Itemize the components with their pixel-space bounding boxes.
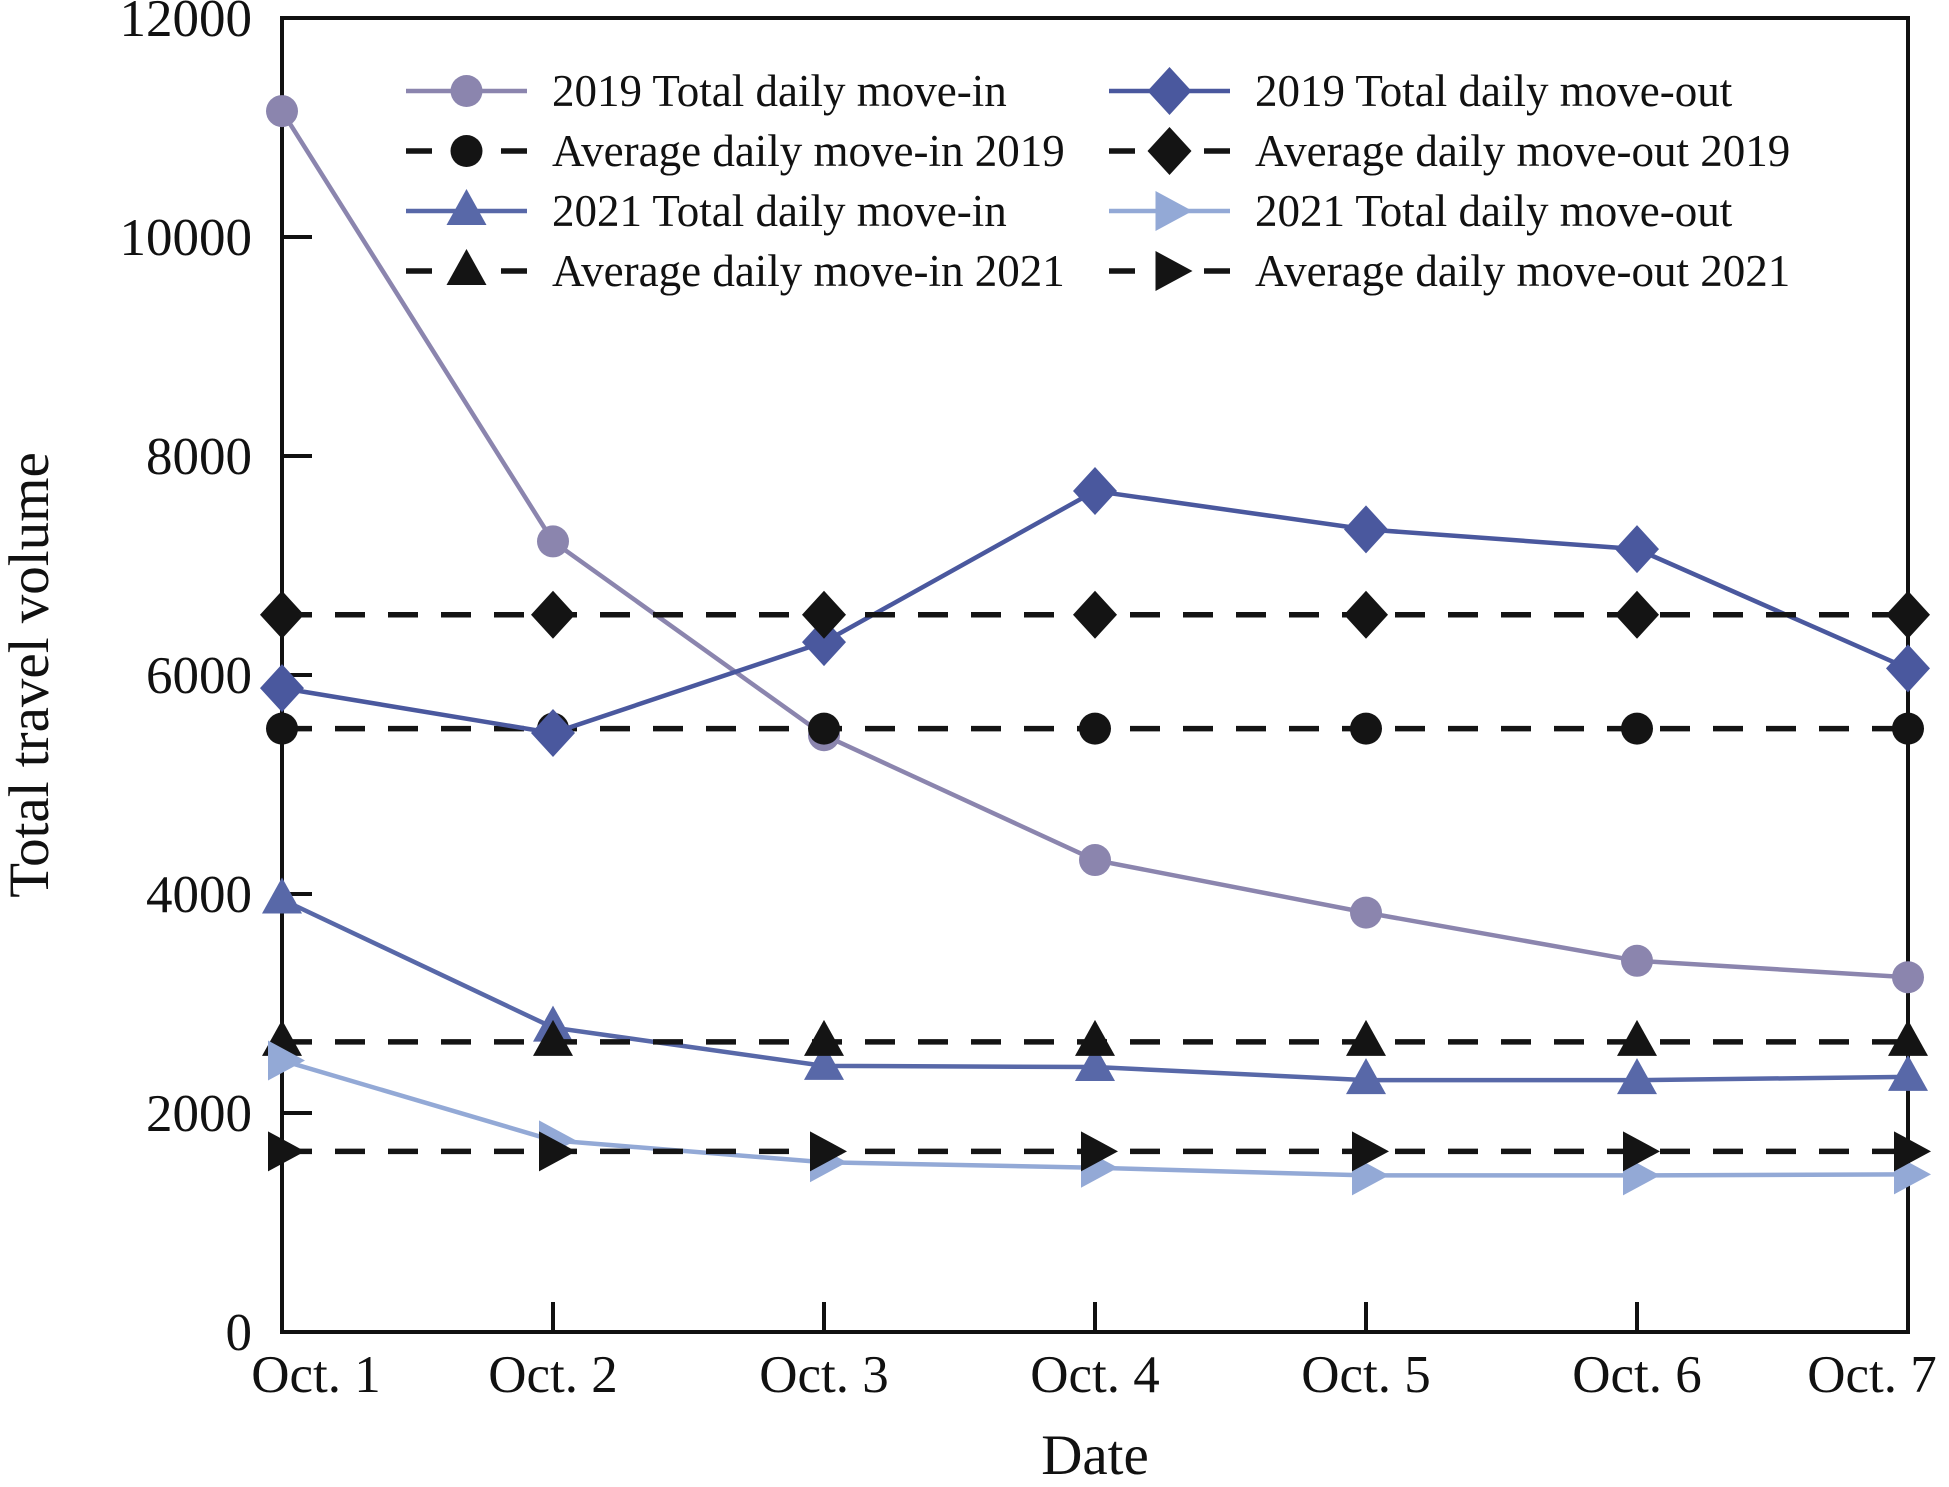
legend: 2019 Total daily move-in Average daily mo… (406, 66, 1790, 296)
series-average-daily-move-in-2021 (262, 1019, 1928, 1056)
marker-average-daily-move-out-2021-oct-1 (268, 1131, 305, 1172)
legend-entry-average-daily-move-in-2019: Average daily move-in 2019 (406, 126, 1065, 176)
marker-average-daily-move-in-2021-oct-2 (533, 1019, 573, 1056)
marker-average-daily-move-in-2021-oct-7 (1888, 1019, 1928, 1056)
marker-2021-total-daily-move-in-oct-7 (1888, 1054, 1928, 1091)
marker-2019-total-daily-move-in-oct-4 (1079, 844, 1111, 877)
marker-average-daily-move-out-2019-oct-6 (1615, 590, 1659, 639)
y-tick-label-2000: 2000 (146, 1085, 252, 1143)
marker-2019-total-daily-move-out-oct-1 (260, 664, 304, 713)
marker-2019-total-daily-move-out-oct-3 (802, 618, 846, 667)
marker-average-daily-move-in-2021-oct-6 (1617, 1019, 1657, 1056)
legend-entry-average-daily-move-out-2021: Average daily move-out 2021 (1109, 246, 1790, 296)
marker-average-daily-move-out-2021-oct-3 (810, 1131, 847, 1172)
y-tick-label-12000: 12000 (120, 0, 253, 48)
marker-2019-total-daily-move-in-oct-6 (1621, 944, 1653, 977)
legend-marker-triangle-right (1155, 251, 1193, 291)
marker-average-daily-move-out-2021-oct-7 (1894, 1131, 1931, 1172)
legend-label-2019-total-daily-move-out: 2019 Total daily move-out (1255, 66, 1733, 116)
legend-marker-diamond (1147, 67, 1192, 115)
marker-2019-total-daily-move-out-oct-4 (1073, 467, 1117, 516)
marker-2019-total-daily-move-in-oct-1 (266, 95, 298, 128)
marker-2019-total-daily-move-out-oct-7 (1886, 644, 1930, 693)
legend-label-average-daily-move-in-2019: Average daily move-in 2019 (552, 126, 1065, 176)
legend-label-2019-total-daily-move-in: 2019 Total daily move-in (552, 66, 1007, 116)
x-tick-label-oct-3: Oct. 3 (759, 1346, 889, 1404)
marker-average-daily-move-in-2019-oct-4 (1079, 712, 1111, 745)
legend-marker-triangle-up (446, 189, 487, 225)
x-tick-label-oct-2: Oct. 2 (488, 1346, 618, 1404)
legend-entry-2019-total-daily-move-out: 2019 Total daily move-out (1109, 66, 1733, 116)
legend-marker-triangle-up (446, 249, 487, 285)
marker-average-daily-move-out-2019-oct-1 (260, 590, 304, 639)
marker-average-daily-move-in-2019-oct-5 (1350, 712, 1382, 745)
marker-average-daily-move-out-2019-oct-2 (531, 590, 575, 639)
marker-average-daily-move-in-2019-oct-1 (266, 712, 298, 745)
y-tick-label-6000: 6000 (146, 647, 252, 705)
marker-2019-total-daily-move-out-oct-2 (531, 709, 575, 758)
legend-label-average-daily-move-in-2021: Average daily move-in 2021 (552, 246, 1065, 296)
marker-average-daily-move-out-2021-oct-2 (539, 1131, 576, 1172)
legend-entry-2021-total-daily-move-in: 2021 Total daily move-in (406, 186, 1007, 236)
marker-2021-total-daily-move-in-oct-1 (262, 877, 302, 914)
series-2021-total-daily-move-in (262, 877, 1928, 1095)
marker-average-daily-move-in-2019-oct-7 (1892, 712, 1924, 745)
marker-2019-total-daily-move-out-oct-6 (1615, 525, 1659, 574)
x-tick-label-oct-7: Oct. 7 (1807, 1346, 1937, 1404)
legend-label-average-daily-move-out-2019: Average daily move-out 2019 (1255, 126, 1790, 176)
legend-label-2021-total-daily-move-out: 2021 Total daily move-out (1255, 186, 1733, 236)
x-tick-label-oct-6: Oct. 6 (1572, 1346, 1702, 1404)
x-tick-label-oct-5: Oct. 5 (1301, 1346, 1431, 1404)
y-tick-label-10000: 10000 (120, 209, 253, 267)
marker-2021-total-daily-move-in-oct-4 (1075, 1045, 1115, 1082)
marker-average-daily-move-out-2019-oct-3 (802, 590, 846, 639)
legend-label-2021-total-daily-move-in: 2021 Total daily move-in (552, 186, 1007, 236)
marker-average-daily-move-out-2021-oct-5 (1352, 1131, 1389, 1172)
legend-entry-average-daily-move-in-2021: Average daily move-in 2021 (406, 246, 1065, 296)
marker-average-daily-move-in-2021-oct-5 (1346, 1019, 1386, 1056)
marker-average-daily-move-out-2021-oct-4 (1081, 1131, 1118, 1172)
marker-2019-total-daily-move-in-oct-2 (537, 525, 569, 558)
series-2019-total-daily-move-out (260, 467, 1930, 758)
y-tick-label-8000: 8000 (146, 428, 252, 486)
marker-2019-total-daily-move-in-oct-5 (1350, 896, 1382, 929)
x-tick-label-oct-4: Oct. 4 (1030, 1346, 1160, 1404)
marker-2019-total-daily-move-in-oct-7 (1892, 961, 1924, 994)
legend-marker-circle (450, 135, 483, 167)
marker-average-daily-move-in-2021-oct-4 (1075, 1019, 1115, 1056)
series-average-daily-move-out-2021 (268, 1131, 1931, 1172)
marker-2021-total-daily-move-in-oct-6 (1617, 1058, 1657, 1095)
marker-2019-total-daily-move-out-oct-5 (1344, 505, 1388, 554)
marker-average-daily-move-out-2019-oct-4 (1073, 590, 1117, 639)
y-axis-title: Total travel volume (0, 452, 61, 898)
x-axis-title: Date (1041, 1424, 1149, 1487)
marker-2021-total-daily-move-out-oct-1 (268, 1040, 305, 1081)
axis-ticks: 0 2000 4000 6000 8000 10000 12000 Oct. 1 Oct. 2 O… (120, 0, 1937, 1404)
marker-average-daily-move-out-2021-oct-6 (1623, 1131, 1660, 1172)
legend-marker-diamond (1147, 127, 1192, 175)
data-series (260, 95, 1931, 1196)
legend-label-average-daily-move-out-2021: Average daily move-out 2021 (1255, 246, 1790, 296)
marker-average-daily-move-out-2019-oct-5 (1344, 590, 1388, 639)
series-average-daily-move-out-2019 (260, 590, 1930, 639)
legend-entry-average-daily-move-out-2019: Average daily move-out 2019 (1109, 126, 1790, 176)
marker-average-daily-move-in-2019-oct-6 (1621, 712, 1653, 745)
legend-marker-circle (450, 75, 483, 107)
marker-average-daily-move-out-2019-oct-7 (1886, 590, 1930, 639)
y-tick-label-4000: 4000 (146, 866, 252, 924)
legend-marker-triangle-right (1155, 191, 1193, 231)
legend-entry-2019-total-daily-move-in: 2019 Total daily move-in (406, 66, 1007, 116)
marker-average-daily-move-in-2021-oct-3 (804, 1019, 844, 1056)
marker-average-daily-move-in-2019-oct-3 (808, 712, 840, 745)
x-tick-label-oct-1: Oct. 1 (251, 1346, 381, 1404)
legend-entry-2021-total-daily-move-out: 2021 Total daily move-out (1109, 186, 1733, 236)
marker-2021-total-daily-move-in-oct-3 (804, 1043, 844, 1080)
marker-2021-total-daily-move-in-oct-5 (1346, 1058, 1386, 1095)
y-tick-label-0: 0 (226, 1304, 253, 1362)
